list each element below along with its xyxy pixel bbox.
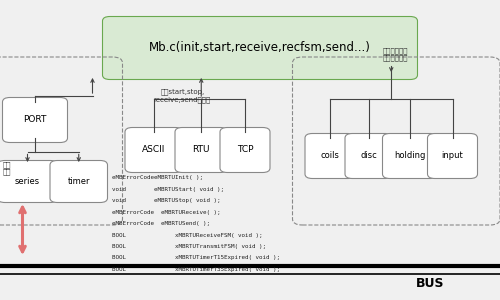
Text: holding: holding (394, 152, 426, 160)
Text: ASCII: ASCII (142, 146, 166, 154)
FancyBboxPatch shape (305, 134, 355, 178)
FancyBboxPatch shape (125, 128, 182, 172)
Text: eMBErrorCode  eMBRTUSend( );: eMBErrorCode eMBRTUSend( ); (112, 221, 210, 226)
Text: BUS: BUS (416, 277, 444, 290)
Text: RTU: RTU (192, 146, 210, 154)
Text: series: series (15, 177, 40, 186)
Text: void        eMBRTUStart( void );: void eMBRTUStart( void ); (112, 187, 224, 192)
Text: 注册各个功能
码的读写接口: 注册各个功能 码的读写接口 (382, 47, 408, 61)
FancyBboxPatch shape (428, 134, 478, 178)
Text: BOOL              xMBRTUTransmitFSM( void );: BOOL xMBRTUTransmitFSM( void ); (112, 244, 266, 249)
FancyBboxPatch shape (0, 160, 58, 202)
FancyBboxPatch shape (345, 134, 393, 178)
Text: coils: coils (320, 152, 340, 160)
FancyBboxPatch shape (382, 134, 438, 178)
Text: eMBErrorCode  eMBRTUReceive( );: eMBErrorCode eMBRTUReceive( ); (112, 210, 221, 215)
FancyBboxPatch shape (50, 160, 108, 202)
Text: input: input (442, 152, 464, 160)
Text: BOOL              xMBRTUReceiveFSM( void );: BOOL xMBRTUReceiveFSM( void ); (112, 232, 263, 238)
FancyBboxPatch shape (102, 16, 418, 80)
Text: void        eMBRTUStop( void );: void eMBRTUStop( void ); (112, 198, 221, 203)
Text: BOOL              xMBRTUTimerT35Expired( void );: BOOL xMBRTUTimerT35Expired( void ); (112, 267, 280, 272)
Text: 注册start,stop,
receive,send等接口: 注册start,stop, receive,send等接口 (154, 89, 211, 103)
Text: BOOL              xMBRTUTimerT15Expired( void );: BOOL xMBRTUTimerT15Expired( void ); (112, 255, 280, 260)
FancyBboxPatch shape (2, 98, 68, 142)
Text: 态机
起的: 态机 起的 (2, 161, 11, 175)
FancyBboxPatch shape (220, 128, 270, 172)
Text: PORT: PORT (24, 116, 46, 124)
Text: TCP: TCP (237, 146, 254, 154)
Text: timer: timer (68, 177, 90, 186)
FancyBboxPatch shape (175, 128, 228, 172)
Text: Mb.c(init,start,receive,recfsm,send...): Mb.c(init,start,receive,recfsm,send...) (149, 41, 371, 55)
Text: eMBErrorCodeeMBRTUInit( );: eMBErrorCodeeMBRTUInit( ); (112, 176, 204, 181)
Text: disc: disc (360, 152, 377, 160)
